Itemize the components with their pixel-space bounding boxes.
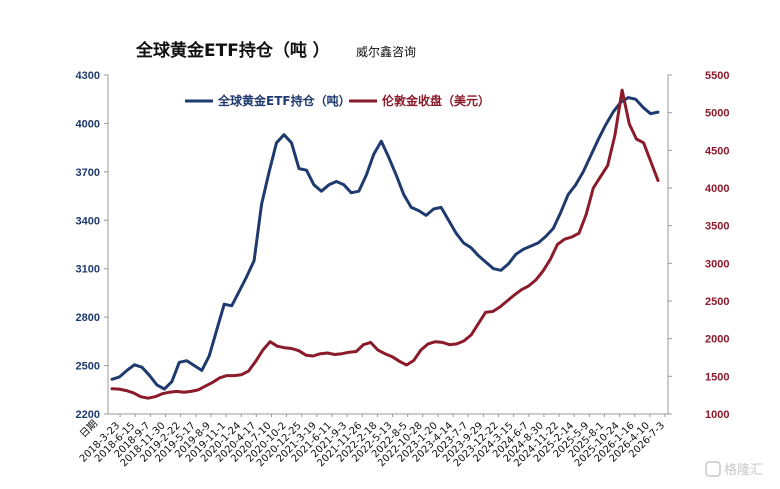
right-tick-label: 3500 bbox=[705, 221, 729, 233]
right-tick-label: 2000 bbox=[705, 334, 729, 346]
legend: 全球黄金ETF持仓（吨） 伦敦金收盘（美元） bbox=[185, 93, 490, 108]
legend-label-etf: 全球黄金ETF持仓（吨） bbox=[217, 93, 351, 108]
right-tick-label: 1000 bbox=[705, 409, 729, 421]
watermark-logo-icon bbox=[705, 461, 721, 477]
left-tick-label: 3700 bbox=[76, 167, 100, 179]
right-axis: 1000 1500 2000 2500 3000 3500 4000 4500 5000 5500 bbox=[667, 70, 729, 421]
plot-area bbox=[110, 88, 660, 400]
x-axis: 日期2018-3-232018-6-152018-9-72018-11-3020… bbox=[77, 413, 668, 469]
left-tick-label: 3100 bbox=[76, 264, 100, 276]
right-tick-label: 2500 bbox=[705, 296, 729, 308]
watermark-text: 格隆汇 bbox=[724, 462, 763, 478]
legend-label-gold: 伦敦金收盘（美元） bbox=[382, 93, 490, 108]
right-tick-label: 4500 bbox=[705, 145, 729, 157]
right-tick-label: 5000 bbox=[705, 108, 729, 120]
left-tick-label: 2200 bbox=[76, 409, 100, 421]
right-tick-label: 4000 bbox=[705, 183, 729, 195]
left-axis: 2200 2500 2800 3100 3400 3700 4000 4300 bbox=[76, 70, 109, 421]
etf-holdings-line bbox=[110, 96, 660, 391]
left-tick-label: 2800 bbox=[76, 312, 100, 324]
left-tick-label: 3400 bbox=[76, 215, 100, 227]
left-tick-label: 4000 bbox=[76, 118, 100, 130]
watermark: 格隆汇 bbox=[705, 461, 763, 478]
right-tick-label: 1500 bbox=[705, 371, 729, 383]
left-tick-label: 2500 bbox=[76, 361, 100, 373]
left-tick-label: 4300 bbox=[76, 70, 100, 82]
right-tick-label: 5500 bbox=[705, 70, 729, 82]
london-gold-line bbox=[110, 88, 660, 400]
chart-title: 全球黄金ETF持仓（吨 ） bbox=[135, 40, 330, 61]
right-tick-label: 3000 bbox=[705, 258, 729, 270]
chart-subtitle: 威尔鑫咨询 bbox=[356, 44, 416, 59]
